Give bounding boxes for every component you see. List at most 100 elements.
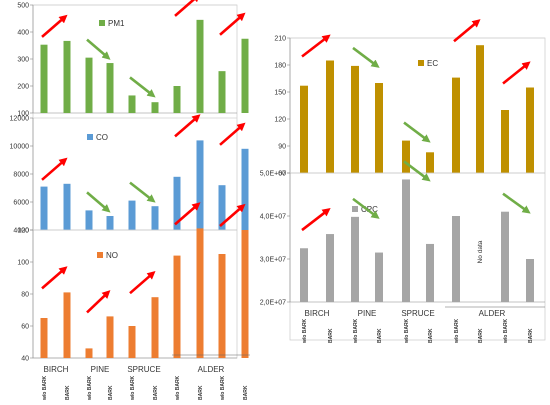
bar	[128, 95, 136, 113]
decrease-arrow	[502, 192, 531, 214]
bar	[351, 65, 359, 173]
bar-label: w/o BARK	[130, 375, 136, 401]
bar	[426, 152, 434, 173]
species-label: PINE	[91, 365, 110, 374]
chart-no: 40 60 80 100 120 NO	[17, 202, 249, 363]
increase-arrow	[174, 0, 201, 17]
bar	[173, 86, 181, 113]
legend-swatch	[418, 60, 424, 66]
bar	[402, 140, 410, 173]
bar	[151, 206, 159, 230]
bar	[326, 234, 334, 302]
y-tick-label: 300	[17, 57, 29, 64]
bar	[241, 148, 249, 230]
bar	[526, 87, 534, 173]
y-tick-label: 400	[17, 30, 29, 37]
bar	[63, 292, 71, 358]
bar-label: w/o BARK	[353, 318, 359, 344]
chart-co: 4000 6000 8000 10000 12000 CO	[10, 114, 249, 235]
y-tick-label: 500	[17, 3, 29, 10]
bar	[106, 316, 114, 358]
legend-swatch	[87, 134, 93, 140]
y-tick-label: 8000	[13, 172, 29, 179]
bar	[218, 254, 226, 358]
bar	[40, 186, 48, 230]
bar-label: w/o BARK	[404, 318, 410, 344]
bar	[241, 38, 249, 113]
bar	[196, 140, 204, 230]
bar	[476, 45, 484, 174]
y-tick-label: 5,0E+07	[260, 171, 286, 178]
increase-arrow	[174, 114, 201, 138]
bar-label: w/o BARK	[302, 318, 308, 344]
bar	[173, 176, 181, 230]
bar-label: w/o BARK	[454, 318, 460, 344]
increase-arrow	[41, 266, 68, 290]
bar	[402, 179, 410, 302]
legend-label: NO	[106, 251, 118, 260]
no-data-annotation: No data	[477, 240, 484, 263]
decrease-arrow	[352, 46, 380, 68]
y-tick-label: 180	[274, 63, 286, 70]
decrease-arrow	[403, 160, 431, 182]
bar	[526, 259, 534, 302]
species-label: SPRUCE	[401, 309, 434, 318]
bar	[241, 230, 249, 358]
legend-swatch	[352, 206, 358, 212]
legend-label: CPC	[361, 205, 378, 214]
y-tick-label: 150	[274, 90, 286, 97]
bar	[300, 248, 308, 302]
y-tick-label: 6000	[13, 200, 29, 207]
y-tick-label: 40	[21, 356, 29, 363]
y-tick-label: 10000	[10, 144, 30, 151]
y-tick-label: 2,0E+07	[260, 300, 286, 307]
bar	[40, 318, 48, 358]
bar-label: BARK	[108, 385, 114, 400]
bar	[40, 44, 48, 113]
bar	[85, 348, 93, 358]
species-label: BIRCH	[44, 365, 69, 374]
legend-label: CO	[96, 133, 108, 142]
y-tick-label: 210	[274, 36, 286, 43]
y-tick-label: 100	[17, 260, 29, 267]
species-label: ALDER	[198, 365, 225, 374]
y-tick-label: 120	[17, 228, 29, 235]
bar	[375, 83, 383, 173]
chart-ec: 60 90 120 150 180 210 EC	[274, 19, 545, 178]
bar-label: BARK	[198, 385, 204, 400]
bar	[85, 57, 93, 113]
species-label: PINE	[358, 309, 377, 318]
increase-arrow	[41, 157, 68, 181]
bar	[106, 63, 114, 113]
decrease-arrow	[86, 191, 111, 213]
chart-cpc: 2,0E+07 3,0E+07 4,0E+07 5,0E+07 CPC No data	[260, 160, 545, 307]
bar-label: BARK	[153, 385, 159, 400]
bar	[128, 200, 136, 230]
bar	[218, 71, 226, 113]
decrease-arrow	[129, 181, 156, 203]
bar	[196, 19, 204, 114]
decrease-arrow	[86, 38, 111, 60]
bar	[501, 110, 509, 173]
increase-arrow	[86, 290, 111, 314]
bar-label: BARK	[328, 328, 334, 343]
increase-arrow	[219, 203, 246, 227]
bar	[351, 216, 359, 302]
bar	[63, 183, 71, 230]
bar	[85, 210, 93, 230]
bar	[501, 211, 509, 302]
y-tick-label: 4000	[13, 228, 29, 235]
chart-pm1: 100 200 300 400 500 PM1	[17, 0, 249, 118]
legend-swatch	[99, 20, 105, 26]
increase-arrow	[129, 271, 156, 295]
increase-arrow	[301, 34, 331, 58]
bar-label: BARK	[243, 385, 249, 400]
legend-swatch	[97, 252, 103, 258]
bar	[452, 77, 460, 173]
decrease-arrow	[403, 121, 431, 143]
decrease-arrow	[129, 76, 156, 98]
bar	[128, 326, 136, 358]
y-tick-label: 60	[21, 324, 29, 331]
bar	[63, 40, 71, 113]
